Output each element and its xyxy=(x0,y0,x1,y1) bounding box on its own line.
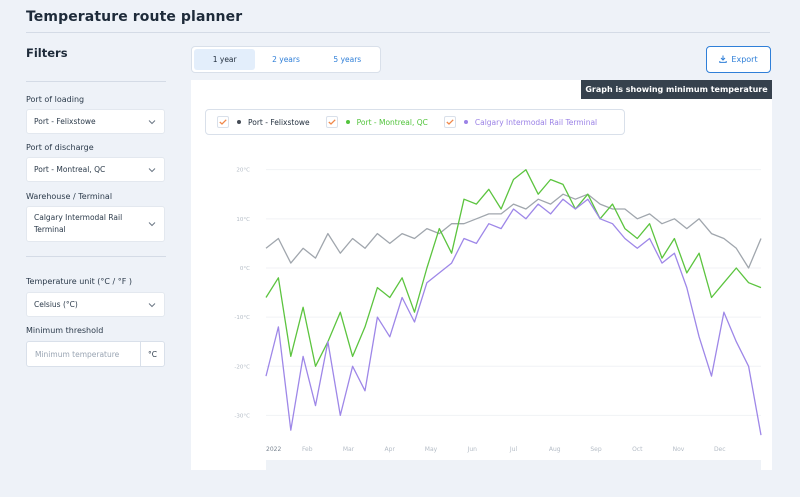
x-tick-label: Apr xyxy=(385,446,396,453)
port-of-loading-label: Port of loading xyxy=(26,95,85,104)
page-title: Temperature route planner xyxy=(26,9,243,25)
minimum-threshold-input[interactable] xyxy=(27,342,140,366)
chevron-down-icon xyxy=(148,220,156,228)
series-dot xyxy=(345,120,350,124)
chart-card: 20°C 10°C 0°C -10°C -20°C -30°C 2022 Feb Mar Apr M… xyxy=(191,80,772,470)
series-dot xyxy=(463,120,468,124)
temperature-chart: 20°C 10°C 0°C -10°C -20°C -30°C 2022 Feb Mar Apr M… xyxy=(234,168,762,470)
x-tick-label: 2022 xyxy=(266,446,281,453)
filters-title: Filters xyxy=(26,46,68,60)
x-tick-label: Mar xyxy=(343,446,355,453)
y-tick-label: 10°C xyxy=(236,217,250,223)
series-dot xyxy=(237,120,241,124)
minimum-threshold-field: °C xyxy=(26,341,165,367)
chart-legend: Port - Felixstowe Port - Montreal, QC Ca… xyxy=(205,109,625,135)
export-button[interactable]: Export xyxy=(706,46,771,73)
filters-sidebar: Filters Port of loading Port - Felixstow… xyxy=(26,46,166,367)
chevron-down-icon xyxy=(148,301,156,309)
check-icon xyxy=(328,119,336,125)
range-selector xyxy=(266,460,761,470)
series-line-2 xyxy=(265,198,762,436)
y-tick-label: 0°C xyxy=(240,266,250,272)
y-tick-label: 20°C xyxy=(236,168,250,174)
x-tick-label: Aug xyxy=(549,446,561,453)
series-line-1 xyxy=(265,169,762,367)
x-tick-label: Jun xyxy=(467,446,478,453)
series-line-0 xyxy=(265,193,762,269)
temperature-unit-label: Temperature unit (°C / °F ) xyxy=(26,277,133,286)
legend-label: Calgary Intermodal Rail Terminal xyxy=(474,117,598,127)
range-tabs: 1 year 2 years 5 years xyxy=(191,46,381,73)
threshold-unit: °C xyxy=(140,342,164,366)
port-of-loading-select[interactable]: Port - Felixstowe xyxy=(26,109,165,134)
warehouse-value: Calgary Intermodal Rail Terminal xyxy=(34,213,123,234)
sidebar-divider xyxy=(26,256,166,257)
temperature-unit-value: Celsius (°C) xyxy=(34,299,78,309)
chevron-down-icon xyxy=(148,166,156,174)
legend-item-montreal[interactable]: Port - Montreal, QC xyxy=(325,116,428,128)
port-of-loading-value: Port - Felixstowe xyxy=(34,116,96,126)
legend-item-felixstowe[interactable]: Port - Felixstowe xyxy=(217,116,310,128)
y-tick-label: -30°C xyxy=(234,413,250,419)
tab-2-years[interactable]: 2 years xyxy=(272,55,300,64)
minimum-temperature-notice: Graph is showing minimum temperature xyxy=(581,80,772,99)
checkbox[interactable] xyxy=(217,116,229,128)
tab-5-years[interactable]: 5 years xyxy=(333,55,362,64)
warehouse-select[interactable]: Calgary Intermodal Rail Terminal xyxy=(26,206,165,242)
check-icon xyxy=(446,119,454,125)
y-tick-label: -20°C xyxy=(234,364,250,370)
chevron-down-icon xyxy=(148,118,156,126)
x-tick-label: Sep xyxy=(590,446,602,453)
export-label: Export xyxy=(731,55,758,64)
check-icon xyxy=(219,119,227,125)
x-tick-label: Jul xyxy=(509,446,518,453)
legend-label: Port - Felixstowe xyxy=(248,117,310,127)
y-tick-label: -10°C xyxy=(234,315,250,321)
x-tick-label: Oct xyxy=(632,446,643,453)
port-of-discharge-value: Port - Montreal, QC xyxy=(34,164,106,174)
x-tick-label: Nov xyxy=(673,446,685,453)
x-tick-label: Feb xyxy=(302,446,313,453)
temperature-unit-select[interactable]: Celsius (°C) xyxy=(26,292,165,317)
checkbox[interactable] xyxy=(443,116,456,128)
legend-label: Port - Montreal, QC xyxy=(356,117,428,127)
title-divider xyxy=(26,32,770,33)
warehouse-label: Warehouse / Terminal xyxy=(26,192,113,201)
download-icon xyxy=(719,55,728,65)
port-of-discharge-label: Port of discharge xyxy=(26,143,94,152)
port-of-discharge-select[interactable]: Port - Montreal, QC xyxy=(26,157,165,182)
tab-1-year[interactable]: 1 year xyxy=(194,49,256,70)
x-tick-label: Dec xyxy=(714,446,726,453)
checkbox[interactable] xyxy=(325,116,338,128)
x-tick-label: May xyxy=(425,446,438,453)
sidebar-divider xyxy=(26,81,166,82)
minimum-threshold-label: Minimum threshold xyxy=(26,326,104,335)
legend-item-calgary[interactable]: Calgary Intermodal Rail Terminal xyxy=(443,116,598,128)
